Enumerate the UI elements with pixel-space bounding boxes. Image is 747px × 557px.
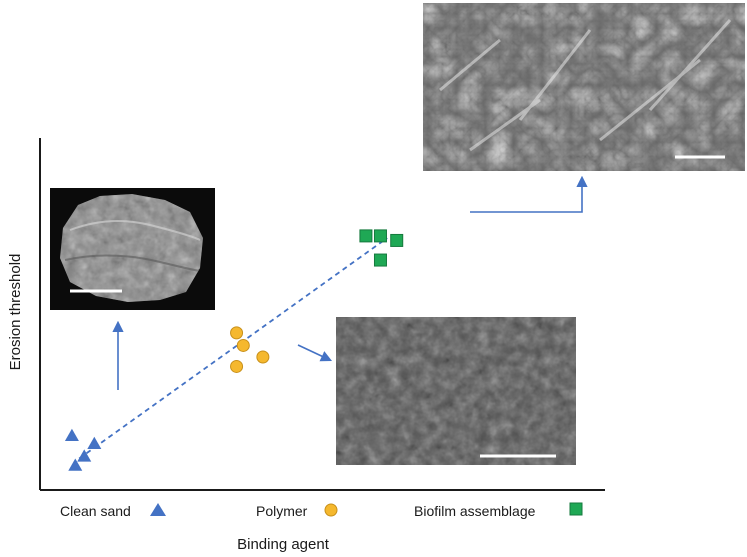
category-label-clean-sand: Clean sand	[60, 503, 131, 519]
category-label-biofilm: Biofilm assemblage	[414, 503, 536, 519]
legend-circle-icon	[324, 503, 338, 517]
arrow-polymer-to-inset	[297, 344, 333, 362]
legend-triangle-icon	[150, 503, 166, 516]
x-axis-label: Binding agent	[237, 536, 330, 553]
trendline	[78, 237, 388, 460]
data-point-square-2	[373, 229, 387, 243]
data-point-triangle-1	[64, 428, 79, 441]
category-label-polymer: Polymer	[256, 503, 308, 519]
sem-inset-polymer	[336, 317, 576, 465]
sem-inset-biofilm	[423, 3, 745, 171]
axes	[39, 138, 605, 491]
data-point-square-4	[373, 253, 387, 267]
category-legend: Clean sand Polymer Biofilm assemblage	[60, 502, 583, 519]
arrows	[112, 175, 588, 390]
data-point-circle-1	[230, 326, 244, 340]
data-point-circle-3	[230, 359, 244, 373]
y-axis-label: Erosion threshold	[7, 254, 24, 371]
data-point-triangle-4	[87, 436, 102, 450]
data-point-circle-2	[236, 338, 250, 352]
markers-layer	[64, 229, 404, 471]
data-point-triangle-2	[68, 458, 83, 471]
trendline-layer	[78, 237, 388, 460]
data-point-triangle-3	[77, 449, 92, 462]
arrow-biofilm-to-inset	[470, 175, 588, 213]
data-point-square-1	[359, 229, 373, 243]
data-point-square-3	[390, 233, 404, 247]
sem-inset-clean-sand	[50, 188, 215, 310]
data-point-circle-4	[256, 350, 270, 364]
legend-square-icon	[569, 502, 583, 516]
